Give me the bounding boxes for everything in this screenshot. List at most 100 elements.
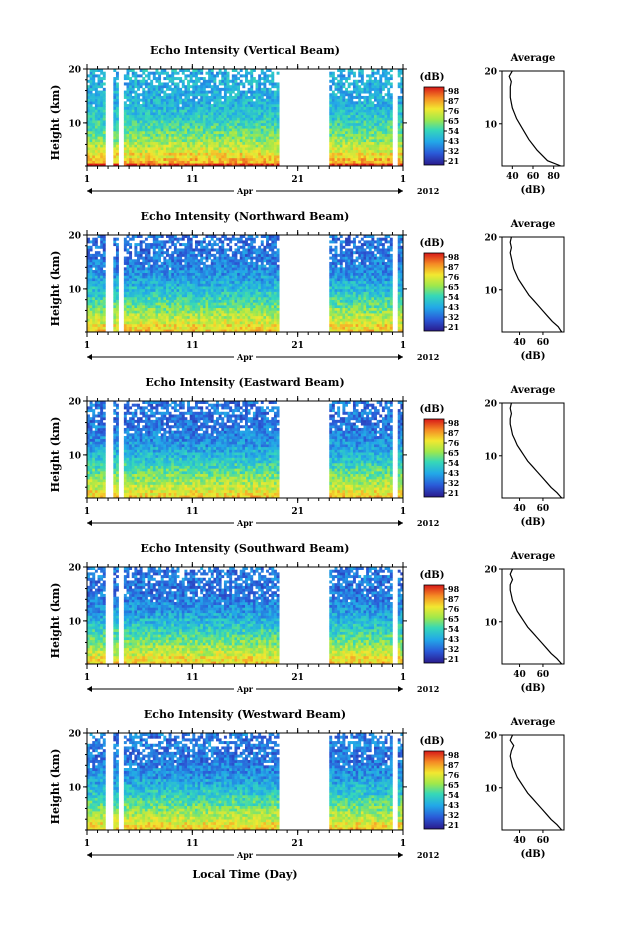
heatmap-cell: [197, 112, 201, 116]
heatmap-cell: [187, 296, 190, 300]
heatmap-cell: [184, 259, 188, 263]
heatmap-cell: [89, 267, 93, 271]
heatmap-cell: [137, 93, 140, 97]
heatmap-cell: [271, 117, 275, 121]
heatmap-cell: [89, 90, 93, 94]
heatmap-cell: [226, 321, 230, 325]
heatmap-cell: [189, 90, 193, 94]
heatmap-cell: [252, 93, 256, 97]
heatmap-cell: [223, 318, 227, 322]
heatmap-cell: [387, 95, 391, 99]
heatmap-cell: [223, 253, 227, 257]
heatmap-cell: [168, 321, 172, 325]
heatmap-cell: [131, 69, 135, 72]
heatmap-cell: [352, 144, 356, 148]
heatmap-cell: [237, 120, 241, 124]
heatmap-cell: [234, 264, 238, 268]
heatmap-cell: [387, 120, 391, 124]
heatmap-cell: [252, 90, 256, 94]
heatmap-cell: [142, 283, 146, 287]
heatmap-cell: [100, 329, 104, 333]
heatmap-cell: [123, 144, 127, 148]
heatmap-cell: [173, 288, 177, 292]
heatmap-cell: [239, 307, 243, 311]
heatmap-cell: [234, 125, 238, 129]
heatmap-cell: [155, 77, 159, 81]
heatmap-cell: [100, 125, 104, 129]
heatmap-cell: [234, 288, 238, 292]
colorbar-tick-label: 98: [448, 86, 460, 96]
heatmap-cell: [163, 296, 167, 300]
heatmap-cell: [205, 125, 209, 129]
heatmap-cell: [113, 280, 117, 284]
heatmap-cell: [210, 296, 214, 300]
heatmap-cell: [342, 69, 346, 72]
heatmap-cell: [166, 71, 169, 75]
heatmap-cell: [100, 326, 104, 330]
heatmap-cell: [189, 296, 193, 300]
heatmap-cell: [268, 141, 272, 145]
heatmap-cell: [331, 117, 335, 121]
y-axis-label: Height (km): [49, 85, 62, 161]
heatmap-cell: [223, 296, 227, 300]
heatmap-cell: [250, 122, 254, 126]
heatmap-cell: [137, 109, 140, 113]
heatmap-cell: [144, 95, 148, 99]
heatmap-cell: [350, 95, 354, 99]
heatmap-cell: [160, 315, 164, 319]
heatmap-cell: [223, 261, 227, 265]
heatmap-cell: [221, 122, 225, 126]
heatmap-cell: [87, 109, 90, 113]
heatmap-cell: [231, 109, 235, 113]
heatmap-cell: [115, 93, 119, 97]
heatmap-cell: [134, 117, 138, 121]
heatmap-cell: [194, 130, 198, 134]
heatmap-cell: [150, 133, 154, 137]
heatmap-cell: [194, 291, 198, 295]
heatmap-cell: [126, 90, 130, 94]
heatmap-cell: [368, 74, 372, 78]
heatmap-cell: [150, 85, 154, 89]
heatmap-cell: [129, 139, 133, 143]
heatmap-cell: [208, 280, 212, 284]
heatmap-cell: [113, 310, 117, 314]
heatmap-cell: [237, 109, 241, 113]
heatmap-cell: [245, 130, 248, 134]
heatmap-cell: [113, 106, 117, 110]
heatmap-cell: [152, 248, 156, 252]
heatmap-cell: [94, 87, 98, 91]
heatmap-cell: [173, 291, 177, 295]
heatmap-cell: [126, 109, 130, 113]
heatmap-cell: [181, 125, 185, 129]
heatmap-cell: [210, 261, 214, 265]
heatmap-cell: [187, 315, 190, 319]
heatmap-cells: [87, 235, 404, 333]
heatmap-cell: [115, 267, 119, 271]
heatmap-cell: [115, 256, 119, 260]
heatmap-cell: [102, 122, 106, 126]
heatmap-cell: [371, 120, 375, 124]
heatmap-cell: [129, 315, 133, 319]
heatmap-cell: [231, 329, 235, 333]
heatmap-cell: [142, 109, 146, 113]
heatmap-cell: [376, 122, 380, 126]
panel-title: Echo Intensity (Northward Beam): [141, 210, 350, 223]
heatmap-cell: [368, 93, 372, 97]
heatmap-cell: [331, 90, 335, 94]
heatmap-cell: [129, 101, 133, 105]
heatmap-cell: [179, 139, 183, 143]
heatmap-cell: [137, 79, 140, 83]
heatmap-cell: [200, 87, 204, 91]
heatmap-cell: [194, 136, 198, 140]
heatmap-cell: [134, 318, 138, 322]
heatmap-cell: [171, 125, 175, 129]
heatmap-cell: [100, 157, 104, 161]
heatmap-cell: [368, 144, 372, 148]
heatmap-cell: [168, 323, 172, 327]
heatmap-cell: [239, 152, 243, 156]
heatmap-cell: [205, 323, 209, 327]
heatmap-cell: [218, 283, 222, 287]
heatmap-cell: [239, 133, 243, 137]
heatmap-cell: [115, 294, 119, 298]
heatmap-cell: [245, 157, 248, 161]
